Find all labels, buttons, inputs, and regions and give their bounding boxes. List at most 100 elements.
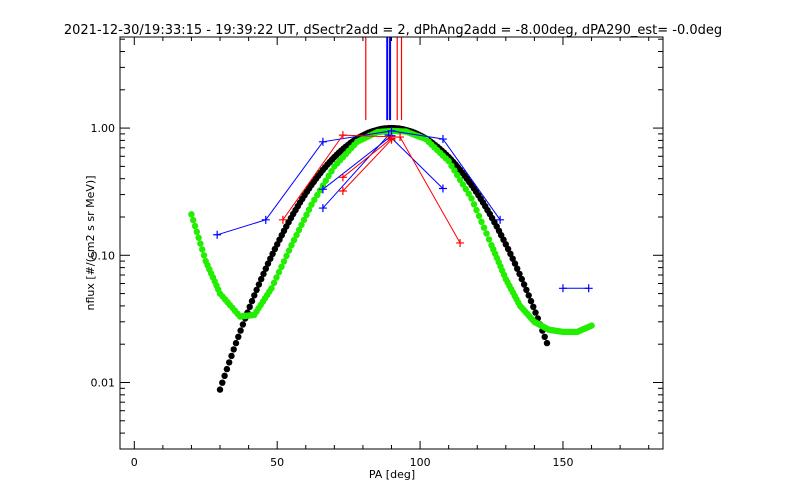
black-fit-point-126 [504, 245, 512, 253]
red-1-marker-0 [278, 215, 287, 224]
blue-3-marker-0 [318, 185, 327, 194]
black-fit-point-127 [507, 250, 514, 257]
black-fit-point-7 [232, 339, 240, 347]
green-fit-point-46 [283, 252, 290, 260]
green-fit-point-57 [311, 196, 318, 204]
green-fit-point-44 [278, 263, 285, 270]
black-fit-point-1 [219, 379, 226, 386]
green-fit-point-54 [303, 211, 310, 218]
green-fit-point-117 [459, 181, 467, 188]
x-tick-label-0: 0 [131, 456, 138, 469]
black-fit-point-13 [246, 303, 253, 310]
black-fit-point-2 [221, 372, 228, 379]
black-fit-point-10 [239, 321, 247, 328]
data-layer [188, 37, 595, 393]
green-fit-point-122 [473, 206, 480, 214]
green-fit-point-127 [485, 236, 493, 243]
green-fit-point-4 [195, 234, 202, 241]
green-fit-point-115 [454, 171, 461, 179]
black-fit-point-15 [251, 292, 258, 299]
green-fit-point-52 [298, 221, 305, 229]
black-fit-point-143 [543, 339, 551, 347]
red-1-marker-3 [456, 238, 465, 247]
red-2-marker-0 [338, 173, 347, 182]
black-fit-point-17 [255, 281, 263, 288]
blue-1-marker-1 [261, 215, 270, 224]
green-fit-point-49 [290, 236, 298, 244]
black-fit-point-4 [226, 359, 233, 366]
green-fit-point-121 [470, 201, 478, 208]
black-fit-point-20 [262, 265, 269, 272]
black-fit-point-18 [258, 275, 265, 283]
green-fit-point-6 [199, 246, 206, 253]
green-fit-point-5 [197, 240, 204, 247]
green-fit-point-119 [465, 190, 472, 197]
black-fit-point-14 [248, 297, 256, 305]
x-axis-label: PA [deg] [369, 468, 415, 481]
y-tick-label-0: 0.01 [91, 376, 116, 389]
green-fit-point-114 [451, 167, 458, 174]
green-fit-point-1 [190, 216, 197, 224]
red-1-line [282, 134, 461, 244]
green-fit-point-123 [475, 212, 483, 220]
black-fit-point-131 [516, 270, 523, 278]
green-fit-point-61 [322, 177, 329, 184]
x-tick-label-3: 150 [552, 456, 573, 469]
black-fit-point-132 [518, 275, 525, 283]
black-fit-point-5 [228, 352, 235, 360]
red-2-line [342, 138, 392, 178]
green-fit-point-62 [325, 172, 332, 180]
black-fit-point-133 [520, 281, 528, 288]
black-fit-point-129 [511, 260, 519, 267]
black-fit-point-142 [541, 333, 548, 340]
blue-1-line [217, 130, 501, 236]
green-fit-point-125 [480, 224, 488, 231]
green-fit-point-40 [268, 285, 275, 292]
red-3-marker-1 [387, 135, 396, 144]
green-fit-point-48 [288, 242, 295, 249]
blue-1-marker-4 [438, 135, 447, 144]
black-fit-point-6 [230, 346, 237, 353]
black-fit-point-8 [235, 333, 242, 340]
blue-2-line [322, 134, 444, 209]
blue-4-marker-1 [584, 284, 593, 293]
blue-1-marker-5 [496, 215, 505, 224]
green-fit-point-112 [445, 157, 452, 165]
black-fit-point-138 [532, 309, 539, 316]
blue-2-marker-0 [318, 204, 327, 213]
red-3-line [342, 139, 392, 192]
black-fit-point-16 [253, 286, 260, 294]
blue-1-marker-2 [318, 137, 327, 146]
green-fit-point-45 [280, 258, 288, 265]
green-fit-point-59 [316, 187, 324, 194]
black-fit-point-136 [527, 297, 535, 305]
green-fit-point-120 [468, 195, 475, 202]
black-fit-point-128 [509, 255, 516, 262]
green-fit-point-113 [448, 162, 455, 169]
black-fit-point-134 [523, 286, 530, 294]
y-tick-label-1: 0.10 [91, 249, 116, 262]
black-fit-point-130 [514, 265, 521, 272]
blue-1-marker-0 [213, 230, 222, 239]
blue-4-marker-0 [558, 284, 567, 293]
green-fit-point-184 [588, 322, 595, 329]
black-fit-point-19 [260, 270, 267, 278]
green-fit-point-126 [483, 230, 490, 237]
green-fit-point-53 [300, 216, 308, 224]
green-fit-point-2 [191, 222, 199, 230]
green-fit-point-0 [188, 211, 195, 218]
red-3-marker-0 [338, 187, 347, 196]
black-fit-point-9 [237, 327, 244, 334]
green-fit-point-118 [462, 185, 469, 193]
green-fit-point-43 [275, 268, 283, 276]
black-fit-point-0 [216, 386, 224, 393]
black-fit-point-3 [223, 365, 231, 373]
green-fit-point-58 [314, 191, 321, 199]
green-fit-point-42 [273, 274, 280, 281]
red-1-marker-1 [338, 131, 347, 140]
black-fit-point-23 [269, 250, 276, 257]
x-tick-label-1: 50 [270, 456, 284, 469]
green-fit-point-51 [295, 226, 303, 234]
red-1-marker-2 [396, 133, 405, 142]
